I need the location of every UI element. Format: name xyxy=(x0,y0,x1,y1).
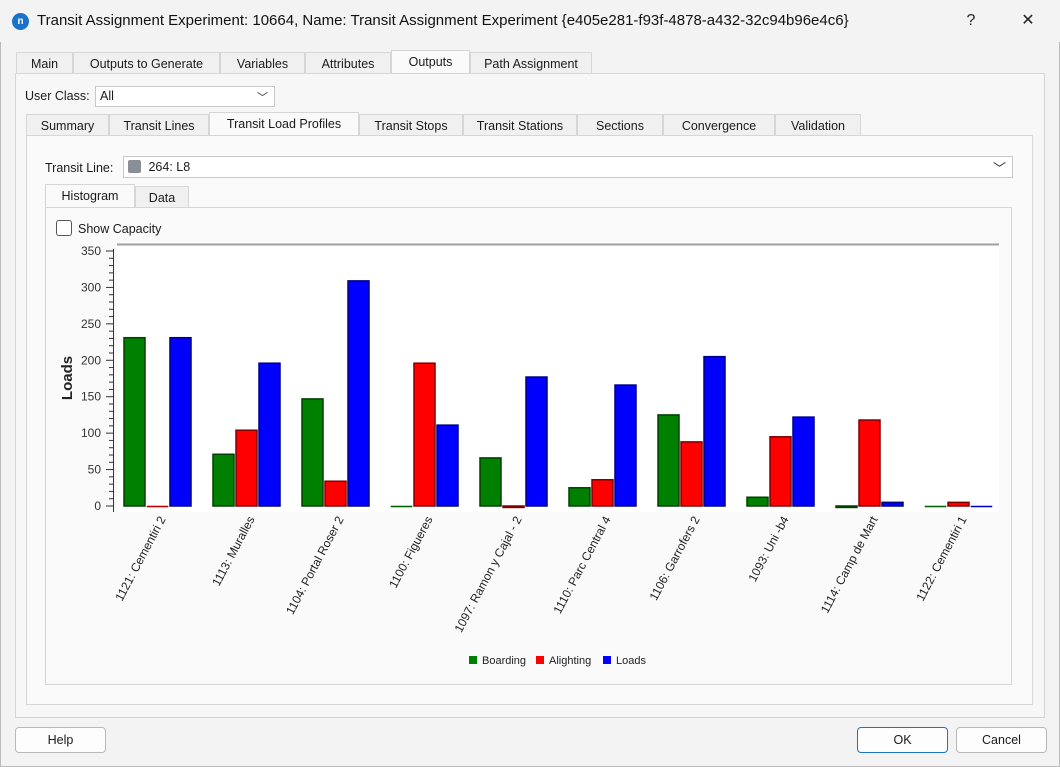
y-axis-label: Loads xyxy=(59,356,76,400)
tab-histogram[interactable]: Histogram xyxy=(45,184,135,208)
legend-label-alighting: Alighting xyxy=(549,655,591,667)
x-tick-label: 1097: Ramon y Cajal - 2 xyxy=(452,514,525,635)
bar-alighting xyxy=(591,479,614,507)
tab-validation[interactable]: Validation xyxy=(775,114,861,136)
title-bar: n Transit Assignment Experiment: 10664, … xyxy=(0,0,1060,42)
bar-loads xyxy=(169,336,192,507)
legend-swatch-loads xyxy=(603,656,611,664)
main-tab-bar: Main Outputs to Generate Variables Attribut… xyxy=(16,50,716,74)
bar-alighting xyxy=(947,501,970,507)
x-tick-label: 1100: Figueres xyxy=(386,514,436,590)
bar-alighting xyxy=(235,429,258,507)
user-class-select[interactable]: All ﹀ xyxy=(95,86,275,107)
transit-line-value: 264: L8 xyxy=(148,160,191,174)
bar-loads xyxy=(347,280,370,507)
bar-boarding xyxy=(212,453,235,507)
bar-loads xyxy=(881,501,904,507)
view-tab-bar: Histogram Data xyxy=(45,184,195,208)
x-tick-label: 1122: Cementiri 1 xyxy=(913,514,970,604)
transit-line-select[interactable]: 264: L8 ﹀ xyxy=(123,156,1013,178)
tab-variables[interactable]: Variables xyxy=(220,52,305,74)
bar-boarding xyxy=(924,505,947,508)
app-icon: n xyxy=(12,13,29,30)
transit-line-label: Transit Line: xyxy=(45,161,114,175)
tab-convergence[interactable]: Convergence xyxy=(663,114,775,136)
y-tick-label: 150 xyxy=(81,390,101,404)
x-tick-label: 1106: Garrofers 2 xyxy=(647,514,703,603)
help-button[interactable]: Help xyxy=(15,727,106,753)
output-tab-bar: Summary Transit Lines Transit Load Profile… xyxy=(26,112,866,136)
tab-main[interactable]: Main xyxy=(16,52,73,74)
bar-boarding xyxy=(479,457,502,507)
show-capacity-label: Show Capacity xyxy=(78,222,162,236)
x-tick-label: 1121: Cementiri 2 xyxy=(112,514,169,604)
tab-outputs[interactable]: Outputs xyxy=(391,50,470,74)
help-icon[interactable]: ? xyxy=(966,12,976,29)
tab-outputs-to-generate[interactable]: Outputs to Generate xyxy=(73,52,220,74)
bar-boarding xyxy=(301,398,324,507)
bar-loads xyxy=(703,355,726,507)
x-tick-label: 1093: Uni -b4 xyxy=(745,514,791,584)
bar-loads xyxy=(436,424,459,507)
user-class-label: User Class: xyxy=(25,89,90,103)
legend-swatch-boarding xyxy=(469,656,477,664)
tab-transit-lines[interactable]: Transit Lines xyxy=(109,114,209,136)
x-tick-label: 1110: Parc Central 4 xyxy=(550,514,613,616)
tab-transit-stations[interactable]: Transit Stations xyxy=(463,114,577,136)
tab-transit-stops[interactable]: Transit Stops xyxy=(359,114,463,136)
bar-boarding xyxy=(746,496,769,507)
cancel-button[interactable]: Cancel xyxy=(956,727,1047,753)
close-icon[interactable]: ✕ xyxy=(1021,12,1035,29)
bar-alighting xyxy=(146,505,169,508)
y-tick-label: 250 xyxy=(81,317,101,331)
bar-boarding xyxy=(835,505,858,509)
bar-loads xyxy=(258,362,281,507)
tab-attributes[interactable]: Attributes xyxy=(305,52,391,74)
y-tick-label: 100 xyxy=(81,426,101,440)
chevron-down-icon: ﹀ xyxy=(257,92,268,104)
ok-button[interactable]: OK xyxy=(857,727,948,753)
bar-boarding xyxy=(657,414,680,507)
window-title: Transit Assignment Experiment: 10664, Na… xyxy=(37,12,849,29)
legend-label-loads: Loads xyxy=(616,655,646,667)
tab-summary[interactable]: Summary xyxy=(26,114,109,136)
legend-label-boarding: Boarding xyxy=(482,655,526,667)
bar-boarding xyxy=(123,336,146,507)
bar-alighting xyxy=(769,436,792,507)
x-tick-label: 1113: Muralles xyxy=(209,514,257,589)
tab-data[interactable]: Data xyxy=(135,186,189,208)
bar-loads xyxy=(525,376,548,507)
show-capacity-checkbox[interactable] xyxy=(56,220,72,236)
bar-boarding xyxy=(390,505,413,508)
bar-alighting xyxy=(413,362,436,507)
bar-loads xyxy=(614,384,637,507)
bar-alighting xyxy=(502,505,525,509)
bar-boarding xyxy=(568,487,591,507)
bar-loads xyxy=(792,416,815,507)
user-class-value: All xyxy=(100,89,114,103)
x-tick-label: 1114: Camp de Mart xyxy=(818,513,881,615)
bar-alighting xyxy=(858,419,881,507)
x-tick-label: 1104: Portal Roser 2 xyxy=(283,514,347,617)
y-tick-label: 0 xyxy=(94,499,101,513)
bar-loads xyxy=(970,505,993,508)
bar-alighting xyxy=(680,441,703,507)
chevron-down-icon: ﹀ xyxy=(992,161,1006,176)
bar-alighting xyxy=(324,480,347,507)
tab-path-assignment[interactable]: Path Assignment xyxy=(470,52,592,74)
tab-sections[interactable]: Sections xyxy=(577,114,663,136)
y-tick-label: 200 xyxy=(81,353,101,367)
bus-icon xyxy=(128,160,141,173)
legend-swatch-alighting xyxy=(536,656,544,664)
y-tick-label: 50 xyxy=(88,463,102,477)
tab-transit-load-profiles[interactable]: Transit Load Profiles xyxy=(209,112,359,136)
y-tick-label: 350 xyxy=(81,244,101,258)
y-tick-label: 300 xyxy=(81,280,101,294)
